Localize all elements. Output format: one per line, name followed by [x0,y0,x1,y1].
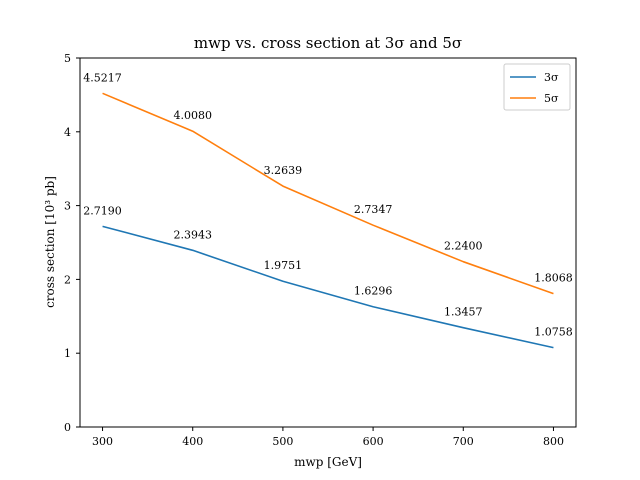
x-tick-label: 300 [92,435,113,448]
x-axis-label: mwp [GeV] [294,455,362,469]
legend-entry: 3σ [544,71,559,84]
x-tick-label: 500 [272,435,293,448]
y-tick-label: 5 [64,52,71,65]
series-line-1 [102,92,554,295]
x-tick-label: 600 [363,435,384,448]
data-label: 1.0758 [534,326,573,339]
data-label: 2.7190 [83,204,122,217]
y-tick-label: 1 [64,347,71,360]
data-label: 1.3457 [444,306,483,319]
x-tick-label: 800 [543,435,564,448]
chart-title: mwp vs. cross section at 3σ and 5σ [194,34,462,52]
y-axis: 0 1 2 3 4 5 [64,52,80,434]
legend-box [503,63,571,111]
y-tick-label: 2 [64,273,71,286]
y-tick-label: 3 [64,200,71,213]
plot-frame [79,57,577,428]
y-tick-label: 0 [64,421,71,434]
y-axis-label: cross section [10³ pb] [43,176,57,308]
data-label: 2.3943 [173,228,212,241]
x-tick-label: 400 [182,435,203,448]
x-axis: 300 400 500 600 700 800 [92,427,564,448]
data-label: 2.2400 [444,240,483,253]
x-tick-label: 700 [453,435,474,448]
data-label: 1.9751 [264,259,303,272]
data-label: 1.8068 [534,272,573,285]
series-line-0 [102,225,554,349]
y-tick-label: 4 [64,126,71,139]
data-label: 2.7347 [354,203,393,216]
data-label: 3.2639 [264,164,303,177]
plot-area: 2.7190 2.3943 1.9751 1.6296 1.3457 1.0758 4.52… [83,71,573,349]
data-label: 4.0080 [173,109,212,122]
data-label: 1.6296 [354,285,393,298]
legend-entry: 5σ [544,92,559,105]
legend: 3σ 5σ [503,63,571,111]
data-label: 4.5217 [83,71,122,84]
